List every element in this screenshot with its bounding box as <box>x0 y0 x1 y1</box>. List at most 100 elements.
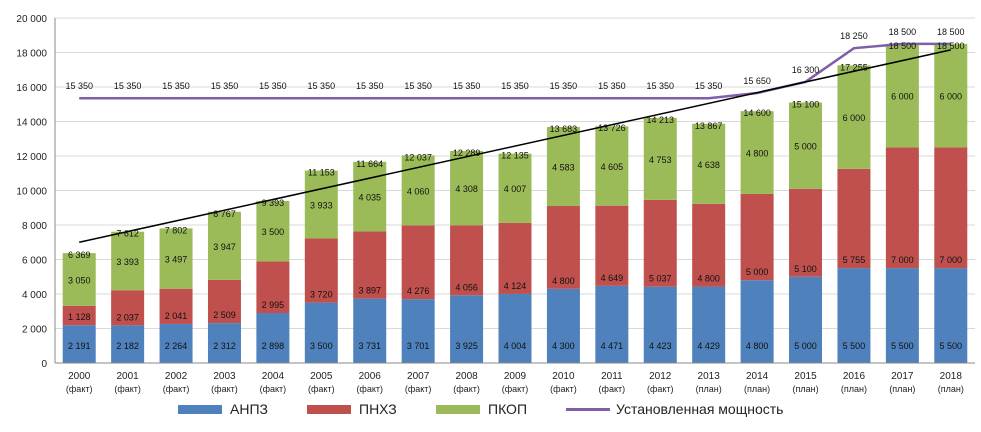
segment-value-label: 3 500 <box>310 341 333 351</box>
legend-item-anpz: АНПЗ <box>178 398 268 420</box>
y-tick-label: 2 000 <box>22 325 47 336</box>
segment-value-label: 4 300 <box>552 341 575 351</box>
bar-segment-pkop <box>498 153 532 223</box>
y-tick-label: 6 000 <box>22 256 47 267</box>
x-tick-label: 2003 <box>213 371 236 382</box>
total-value-label: 13 726 <box>598 123 626 133</box>
segment-value-label: 2 312 <box>213 341 236 351</box>
capacity-value-label: 15 350 <box>162 81 190 91</box>
x-tick-sublabel: (факт) <box>66 384 93 394</box>
legend-item-pkop: ПКОП <box>436 398 527 420</box>
bar-segment-pkop <box>789 102 823 189</box>
bar-segment-anpz <box>595 285 629 363</box>
segment-value-label: 4 800 <box>552 276 575 286</box>
segment-value-label: 4 308 <box>455 184 478 194</box>
x-axis: 2000 (факт) 2001 (факт) 2002 (факт) 2003 (факт)… <box>55 362 975 394</box>
segment-value-label: 4 605 <box>601 162 624 172</box>
segment-value-label: 4 753 <box>649 155 672 165</box>
bar-segment-pnhz <box>546 206 580 289</box>
segment-value-label: 2 041 <box>165 311 188 321</box>
total-value-label: 11 153 <box>308 168 335 178</box>
total-value-label: 13 683 <box>550 124 578 134</box>
segment-value-label: 3 731 <box>358 341 381 351</box>
total-value-label: 11 664 <box>356 159 383 169</box>
capacity-value-label: 18 500 <box>889 27 917 37</box>
capacity-value-label: 15 350 <box>453 81 481 91</box>
x-tick-label: 2010 <box>552 371 575 382</box>
segment-value-label: 7 000 <box>940 255 963 265</box>
segment-value-label: 4 583 <box>552 162 575 172</box>
segment-value-label: 4 800 <box>746 341 769 351</box>
segment-value-label: 3 500 <box>262 227 285 237</box>
x-tick-label: 2009 <box>504 371 527 382</box>
segment-value-label: 4 060 <box>407 186 430 196</box>
bar-segment-pkop <box>546 126 580 207</box>
segment-value-label: 5 500 <box>940 341 963 351</box>
bar-segment-anpz <box>450 295 484 363</box>
x-tick-label: 2008 <box>455 371 478 382</box>
bar-segment-pkop <box>643 117 677 200</box>
bar-segment-anpz <box>256 313 290 363</box>
capacity-value-label: 15 350 <box>259 81 287 91</box>
bar-segment-anpz <box>643 286 677 363</box>
segment-value-label: 3 393 <box>116 257 139 267</box>
segment-value-label: 6 000 <box>891 92 914 102</box>
x-tick-label: 2015 <box>794 371 817 382</box>
x-tick-sublabel: (факт) <box>647 384 674 394</box>
bar-segment-pkop <box>304 170 338 239</box>
x-tick-label: 2014 <box>746 371 769 382</box>
bar-segment-anpz <box>207 323 241 363</box>
total-value-label: 13 867 <box>695 121 723 131</box>
segment-value-label: 6 000 <box>940 92 963 102</box>
segment-value-label: 3 897 <box>358 286 381 296</box>
capacity-value-label: 15 350 <box>65 81 93 91</box>
segment-value-label: 5 000 <box>746 267 769 277</box>
bar-segment-pnhz <box>934 147 968 269</box>
bar-segment-pkop <box>595 126 629 206</box>
total-value-label: 17 255 <box>840 62 868 72</box>
x-tick-sublabel: (факт) <box>260 384 287 394</box>
x-tick-label: 2002 <box>165 371 188 382</box>
x-tick-sublabel: (план) <box>696 384 722 394</box>
bar-segment-anpz <box>885 268 919 363</box>
total-value-label: 8 767 <box>213 209 236 219</box>
legend-label-capacity: Установленная мощность <box>616 401 784 417</box>
capacity-value-label: 15 350 <box>211 81 239 91</box>
bar-segment-pnhz <box>595 205 629 286</box>
segment-value-label: 2 182 <box>116 341 139 351</box>
segment-value-label: 4 056 <box>455 282 478 292</box>
total-value-label: 6 369 <box>68 250 91 260</box>
bar-segment-anpz <box>498 293 532 363</box>
trend-line <box>79 49 951 243</box>
capacity-value-label: 18 500 <box>937 27 965 37</box>
total-value-label: 12 135 <box>501 151 529 161</box>
segment-value-label: 4 035 <box>358 193 381 203</box>
bar-segment-pkop <box>934 43 968 148</box>
y-tick-label: 8 000 <box>22 221 47 232</box>
x-tick-sublabel: (факт) <box>211 384 238 394</box>
bar-segment-anpz <box>62 325 96 363</box>
bar-segment-pnhz <box>353 231 387 299</box>
bar-segment-pkop <box>159 228 193 289</box>
segment-value-label: 1 128 <box>68 312 91 322</box>
total-value-label: 18 500 <box>937 41 965 51</box>
x-tick-sublabel: (факт) <box>114 384 141 394</box>
bar-segment-pnhz <box>789 188 823 277</box>
bars <box>62 43 968 363</box>
x-tick-label: 2004 <box>262 371 285 382</box>
segment-value-label: 3 925 <box>455 341 478 351</box>
legend-swatch-pnhz <box>307 404 351 414</box>
capacity-value-label: 15 650 <box>743 76 771 86</box>
capacity-value-label: 15 350 <box>550 81 578 91</box>
segment-value-label: 4 471 <box>601 341 624 351</box>
segment-value-label: 3 933 <box>310 201 333 211</box>
bar-segment-pkop <box>111 231 145 291</box>
legend-swatch-anpz <box>178 404 222 414</box>
bar-segment-pnhz <box>207 279 241 324</box>
bar-segment-pnhz <box>643 199 677 287</box>
bar-segment-anpz <box>546 288 580 363</box>
legend-item-capacity: Установленная мощность <box>566 398 783 420</box>
segment-value-label: 4 800 <box>746 149 769 159</box>
y-tick-label: 16 000 <box>16 83 47 94</box>
